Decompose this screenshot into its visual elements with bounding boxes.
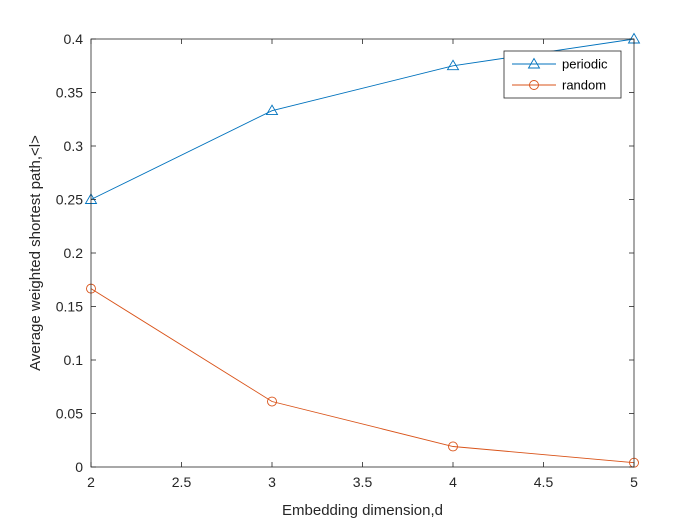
legend-entry-random: random bbox=[512, 78, 606, 93]
x-tick-label: 3 bbox=[268, 474, 276, 490]
data-point-periodic bbox=[446, 59, 460, 71]
y-tick-label: 0.25 bbox=[56, 192, 83, 208]
series-line-random bbox=[90, 288, 635, 464]
legend-marker bbox=[527, 57, 541, 69]
data-point-periodic bbox=[265, 104, 279, 116]
x-tick-label: 4.5 bbox=[534, 474, 554, 490]
legend-marker bbox=[529, 80, 539, 90]
y-tick-label: 0.15 bbox=[56, 299, 83, 315]
y-tick-label: 0.4 bbox=[64, 31, 84, 47]
legend: periodic random bbox=[503, 50, 622, 99]
y-tick-label: 0.2 bbox=[64, 245, 84, 261]
y-tick-label: 0 bbox=[75, 459, 83, 475]
y-tick-label: 0.1 bbox=[64, 352, 84, 368]
y-tick-label: 0.05 bbox=[56, 406, 83, 422]
x-tick-label: 5 bbox=[630, 474, 638, 490]
legend-label: random bbox=[562, 78, 606, 93]
x-tick-label: 4 bbox=[449, 474, 457, 490]
legend-box bbox=[503, 50, 622, 99]
legend-entries: periodic random bbox=[512, 57, 608, 93]
data-point-random bbox=[448, 441, 458, 452]
x-axis-label: Embedding dimension,d bbox=[282, 502, 443, 519]
data-point-random bbox=[267, 396, 277, 407]
tick-labels-layer: 2 2.5 3 3.5 4 4.5 5 0 0.05 0.1 0.15 0.2 0.25 0.3 0.35 0… bbox=[56, 31, 638, 490]
plot-area bbox=[91, 39, 634, 467]
ticks-layer bbox=[90, 38, 635, 468]
x-tick-label: 2 bbox=[87, 474, 95, 490]
y-tick-label: 0.3 bbox=[64, 138, 84, 154]
y-axis-label: Average weighted shortest path,<l> bbox=[27, 135, 44, 371]
x-tick-label: 2.5 bbox=[172, 474, 192, 490]
legend-entry-periodic: periodic bbox=[512, 57, 608, 72]
legend-label: periodic bbox=[562, 57, 608, 72]
x-tick-label: 3.5 bbox=[353, 474, 373, 490]
y-tick-label: 0.35 bbox=[56, 85, 83, 101]
